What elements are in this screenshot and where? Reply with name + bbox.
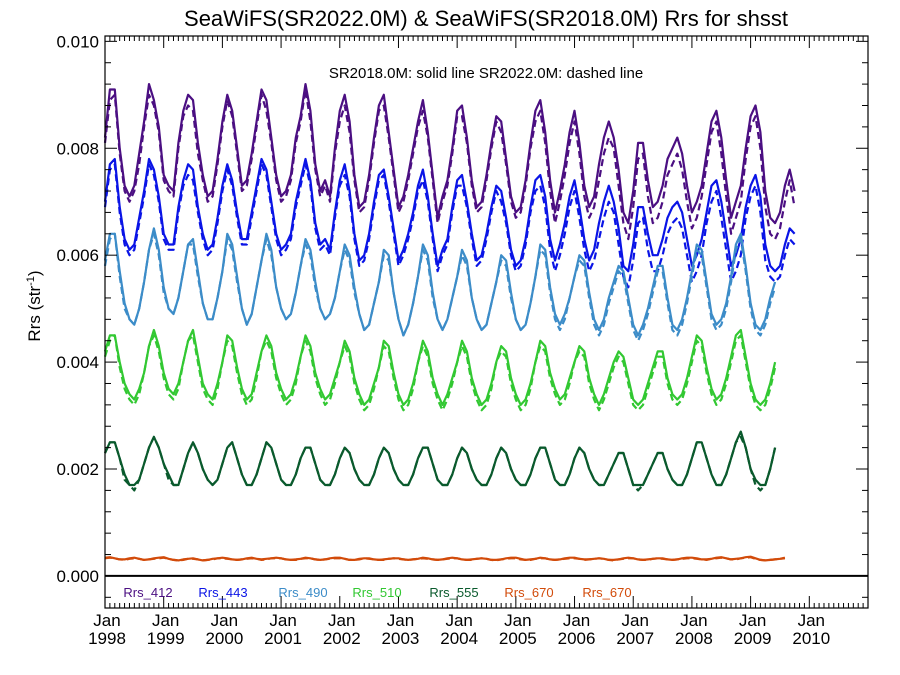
legend-item: Rrs_443 <box>198 585 247 600</box>
x-tick-label-month: Jan <box>798 611 825 630</box>
x-tick-label-month: Jan <box>504 611 531 630</box>
x-tick-label-month: Jan <box>269 611 296 630</box>
series-line-rrs-443-dashed <box>103 163 796 289</box>
x-tick-label-month: Jan <box>152 611 179 630</box>
x-tick-label-month: Jan <box>680 611 707 630</box>
legend: Rrs_412 Rrs_443 Rrs_490 Rrs_510 Rrs_555 Rrs_6… <box>123 585 631 600</box>
x-tick-label-year: 2006 <box>558 629 596 648</box>
x-tick-label-month: Jan <box>93 611 120 630</box>
series-line-rrs-412-dashed <box>103 88 796 241</box>
x-tick-label-year: 1999 <box>147 629 185 648</box>
series-line-rrs-510-solid <box>103 328 777 406</box>
x-tick-label-year: 1998 <box>88 629 126 648</box>
x-tick-label-month: Jan <box>622 611 649 630</box>
y-axis-label: Rrs (str-1) <box>25 270 44 341</box>
x-tick-label-month: Jan <box>387 611 414 630</box>
legend-item: Rrs_490 <box>278 585 327 600</box>
chart-title: SeaWiFS(SR2022.0M) & SeaWiFS(SR2018.0M) … <box>184 6 788 31</box>
series-line-rrs-490-dashed <box>103 232 777 342</box>
x-tick-label-year: 2005 <box>499 629 537 648</box>
legend-item: Rrs_670 <box>582 585 631 600</box>
legend-item: Rrs_555 <box>429 585 478 600</box>
legend-item: Rrs_510 <box>352 585 401 600</box>
x-tick-label-year: 2004 <box>440 629 478 648</box>
x-tick-label-year: 2002 <box>323 629 361 648</box>
x-tick-label-month: Jan <box>328 611 355 630</box>
y-axis-label-close: ) <box>25 270 44 276</box>
y-tick-label: 0.004 <box>56 353 99 372</box>
y-axis-label-sup: -1 <box>25 276 37 286</box>
x-tick-label-month: Jan <box>563 611 590 630</box>
x-tick-label-year: 2010 <box>792 629 830 648</box>
x-tick-label-year: 2000 <box>205 629 243 648</box>
y-axis-label-main: Rrs (str <box>25 286 44 342</box>
y-tick-label: 0.000 <box>56 567 99 586</box>
x-tick-label-year: 2008 <box>675 629 713 648</box>
x-tick-label-year: 2003 <box>382 629 420 648</box>
x-tick-label-month: Jan <box>445 611 472 630</box>
series-line-rrs-510-dashed <box>103 334 777 412</box>
series-line-rrs-670-dashed <box>104 556 786 562</box>
y-tick-label: 0.008 <box>56 139 99 158</box>
legend-item: Rrs_670 <box>504 585 553 600</box>
y-tick-label: 0.002 <box>56 460 99 479</box>
y-tick-label: 0.006 <box>56 246 99 265</box>
x-tick-label-year: 2001 <box>264 629 302 648</box>
line-style-annotation: SR2018.0M: solid line SR2022.0M: dashed … <box>329 65 643 82</box>
x-tick-label-year: 2007 <box>616 629 654 648</box>
legend-item: Rrs_412 <box>123 585 172 600</box>
y-tick-label: 0.010 <box>56 32 99 51</box>
x-tick-label-month: Jan <box>739 611 766 630</box>
series-line-rrs-555-solid <box>103 430 777 487</box>
x-tick-label-month: Jan <box>211 611 238 630</box>
axes-layer: 0.0000.0020.0040.0060.0080.010Jan1998Jan… <box>56 32 869 648</box>
x-tick-label-year: 2009 <box>734 629 772 648</box>
series-layer <box>103 82 796 562</box>
